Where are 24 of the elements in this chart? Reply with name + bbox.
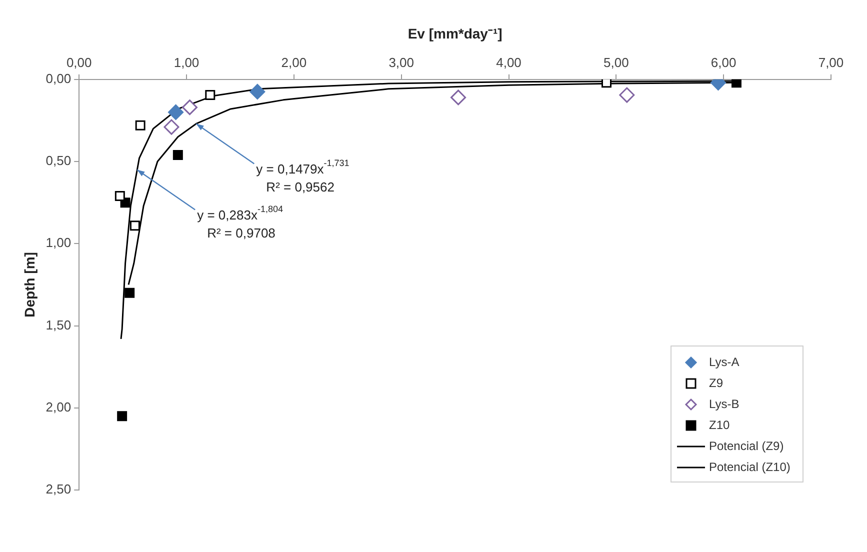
y-tick-label: 1,50 — [46, 317, 72, 332]
y-axis-title: Depth [m] — [21, 252, 38, 318]
legend-label: Lys-B — [709, 396, 740, 411]
legend-label: Z10 — [709, 418, 730, 432]
x-tick-label: 1,00 — [174, 55, 200, 70]
legend-label: Z9 — [709, 376, 724, 390]
x-tick-label: 0,00 — [66, 55, 92, 70]
x-axis-title: Ev [mm*day⁻¹] — [408, 25, 502, 42]
x-tick-label: 4,00 — [496, 55, 522, 70]
x-tick-label: 2,00 — [281, 55, 307, 70]
legend-label: Potencial (Z9) — [709, 438, 784, 453]
annotation: R² = 0,9708 — [207, 225, 276, 240]
x-tick-label: 5,00 — [604, 55, 629, 70]
legend-label: Lys-A — [709, 354, 740, 369]
annotation: R² = 0,9562 — [266, 179, 334, 194]
x-tick-label: 7,00 — [818, 55, 844, 70]
legend-label: Potencial (Z10) — [709, 460, 790, 474]
x-tick-label: 6,00 — [710, 55, 736, 70]
y-tick-label: 0,50 — [46, 153, 72, 168]
y-tick-label: 2,50 — [46, 482, 72, 497]
y-tick-label: 2,00 — [46, 399, 72, 414]
y-tick-label: 0,00 — [46, 70, 72, 86]
x-tick-label: 3,00 — [388, 55, 414, 70]
y-tick-label: 1,00 — [46, 235, 72, 250]
